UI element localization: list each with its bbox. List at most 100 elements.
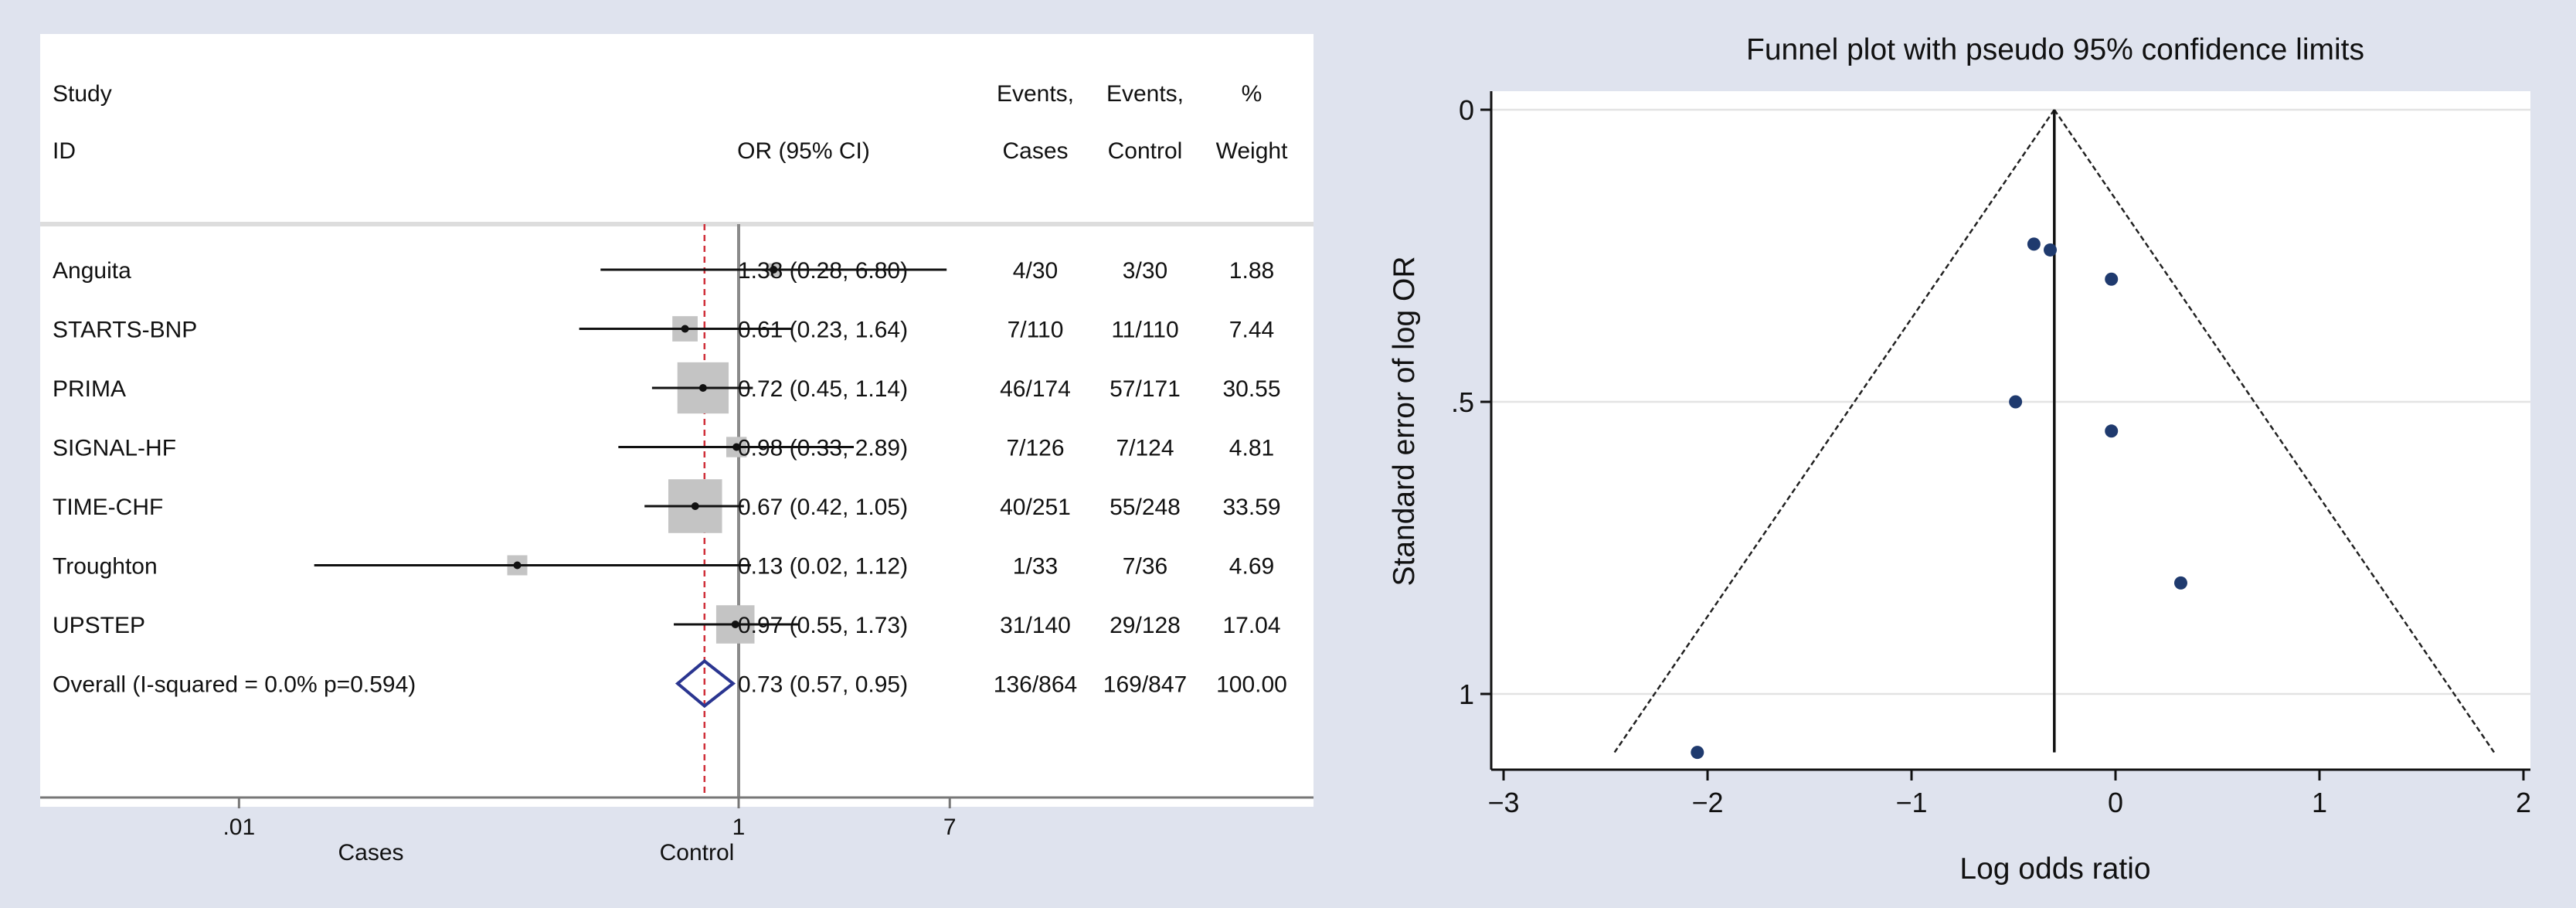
events-control-value: 7/36 xyxy=(1123,554,1167,580)
overall-weight: 100.00 xyxy=(1216,672,1287,698)
overall-events-control: 169/847 xyxy=(1103,672,1187,698)
point-estimate xyxy=(731,621,739,628)
weight-value: 4.69 xyxy=(1229,554,1274,580)
study-point xyxy=(1691,746,1704,760)
or-ci-value: 0.97 (0.55, 1.73) xyxy=(738,613,908,638)
funnel-plot-panel: Funnel plot with pseudo 95% confidence l… xyxy=(1346,0,2576,904)
forest-row: SIGNAL-HF 0.98 (0.33, 2.89) 7/126 7/124 4.81 xyxy=(53,436,1274,461)
events-cases-value: 46/174 xyxy=(1000,376,1071,402)
x-side-label-cases: Cases xyxy=(338,840,403,865)
header-study: Study xyxy=(53,81,112,107)
funnel-axes: −3 −2 −1 0 1 2 0 .5 1 xyxy=(1451,91,2531,818)
header-events-cases-line1: Events, xyxy=(997,81,1074,107)
study-point xyxy=(2044,243,2058,257)
forest-row: STARTS-BNP 0.61 (0.23, 1.64) 7/110 11/110 7.… xyxy=(53,316,1274,343)
weight-value: 33.59 xyxy=(1222,495,1280,520)
forest-x-axis: .01 1 7 xyxy=(223,797,957,840)
funnel-y-tick-label: .5 xyxy=(1451,386,1474,418)
header-id: ID xyxy=(53,138,76,164)
forest-overall-row: Overall (I-squared = 0.0% p=0.594) 0.73 (… xyxy=(53,658,1287,709)
x-side-label-control: Control xyxy=(660,840,735,865)
study-point xyxy=(2105,424,2119,438)
lower-confidence-limit xyxy=(1613,109,2055,753)
overall-events-cases: 136/864 xyxy=(994,672,1077,698)
x-tick-label: 7 xyxy=(943,814,957,840)
study-name: UPSTEP xyxy=(53,613,145,638)
forest-row: Troughton 0.13 (0.02, 1.12) 1/33 7/36 4.69 xyxy=(53,554,1274,580)
study-name: PRIMA xyxy=(53,376,126,402)
point-estimate xyxy=(681,325,689,333)
overall-or-ci-value: 0.73 (0.57, 0.95) xyxy=(738,672,908,698)
weight-value: 1.88 xyxy=(1229,258,1274,284)
or-ci-value: 0.13 (0.02, 1.12) xyxy=(738,554,908,580)
point-estimate xyxy=(732,443,741,451)
point-estimate xyxy=(513,561,522,570)
events-cases-value: 4/30 xyxy=(1013,258,1058,284)
funnel-x-tick-label: −2 xyxy=(1691,787,1723,818)
forest-rows: Anguita 1.38 (0.28, 6.80) 4/30 3/30 1.88 STAR… xyxy=(53,258,1287,709)
events-cases-value: 31/140 xyxy=(1000,613,1071,638)
funnel-points xyxy=(1691,237,2187,760)
forest-row: PRIMA 0.72 (0.45, 1.14) 46/174 57/171 30.55 xyxy=(53,362,1281,414)
x-tick-label: .01 xyxy=(223,814,255,840)
events-cases-value: 40/251 xyxy=(1000,495,1071,520)
forest-row: Anguita 1.38 (0.28, 6.80) 4/30 3/30 1.88 xyxy=(53,258,1274,284)
events-control-value: 57/171 xyxy=(1110,376,1181,402)
study-name: Anguita xyxy=(53,258,131,284)
funnel-title: Funnel plot with pseudo 95% confidence l… xyxy=(1746,33,2364,66)
or-ci-value: 0.72 (0.45, 1.14) xyxy=(738,376,908,402)
header-events-control-line1: Events, xyxy=(1106,81,1184,107)
header-weight-line2: Weight xyxy=(1216,138,1288,164)
point-estimate xyxy=(698,384,707,392)
events-cases-value: 7/110 xyxy=(1008,318,1064,343)
events-control-value: 29/128 xyxy=(1110,613,1181,638)
study-point xyxy=(2027,237,2041,251)
or-ci-value: 1.38 (0.28, 6.80) xyxy=(738,258,908,284)
study-name: STARTS-BNP xyxy=(53,318,197,343)
forest-panel-background xyxy=(40,34,1313,807)
weight-value: 4.81 xyxy=(1229,436,1274,461)
forest-row: TIME-CHF 0.67 (0.42, 1.05) 40/251 55/248 33.… xyxy=(53,479,1281,533)
events-control-value: 3/30 xyxy=(1123,258,1167,284)
events-control-value: 7/124 xyxy=(1116,436,1174,461)
weight-value: 7.44 xyxy=(1229,318,1274,343)
funnel-confidence-limits xyxy=(1613,109,2496,753)
header-weight-line1: % xyxy=(1242,81,1263,107)
funnel-x-tick-label: 2 xyxy=(2516,787,2531,818)
weight-value: 17.04 xyxy=(1222,613,1280,638)
funnel-y-tick-label: 0 xyxy=(1459,94,1474,126)
study-name: Troughton xyxy=(53,554,158,580)
funnel-y-tick-label: 1 xyxy=(1459,678,1474,710)
point-estimate xyxy=(770,266,778,274)
study-point xyxy=(2173,576,2187,590)
header-or-ci: OR (95% CI) xyxy=(737,138,870,164)
funnel-x-tick-label: −3 xyxy=(1487,787,1519,818)
point-estimate xyxy=(691,502,699,510)
events-cases-value: 1/33 xyxy=(1013,554,1058,580)
study-point xyxy=(2009,395,2023,409)
or-ci-value: 0.67 (0.42, 1.05) xyxy=(738,495,908,520)
study-name: SIGNAL-HF xyxy=(53,436,176,461)
funnel-x-tick-label: 0 xyxy=(2108,787,2123,818)
funnel-x-axis-label: Log odds ratio xyxy=(1959,852,2150,886)
header-events-control-line2: Control xyxy=(1108,138,1183,164)
x-tick-label: 1 xyxy=(732,814,746,840)
forest-row: UPSTEP 0.97 (0.55, 1.73) 31/140 29/128 17.04 xyxy=(53,605,1281,644)
header-events-cases-line2: Cases xyxy=(1002,138,1068,164)
overall-label: Overall (I-squared = 0.0% p=0.594) xyxy=(53,672,416,698)
upper-confidence-limit xyxy=(2053,109,2496,753)
funnel-x-tick-label: 1 xyxy=(2312,787,2327,818)
forest-plot-panel: Study ID OR (95% CI) Events, Cases Event… xyxy=(40,34,1313,865)
events-cases-value: 7/126 xyxy=(1006,436,1064,461)
study-point xyxy=(2105,272,2119,286)
funnel-plot-area xyxy=(1491,91,2530,770)
weight-value: 30.55 xyxy=(1222,376,1280,402)
funnel-x-tick-label: −1 xyxy=(1895,787,1927,818)
overall-diamond xyxy=(675,658,736,709)
or-ci-value: 0.61 (0.23, 1.64) xyxy=(738,318,908,343)
forest-header: Study ID OR (95% CI) Events, Cases Event… xyxy=(53,81,1288,164)
study-name: TIME-CHF xyxy=(53,495,163,520)
events-control-value: 55/248 xyxy=(1110,495,1181,520)
